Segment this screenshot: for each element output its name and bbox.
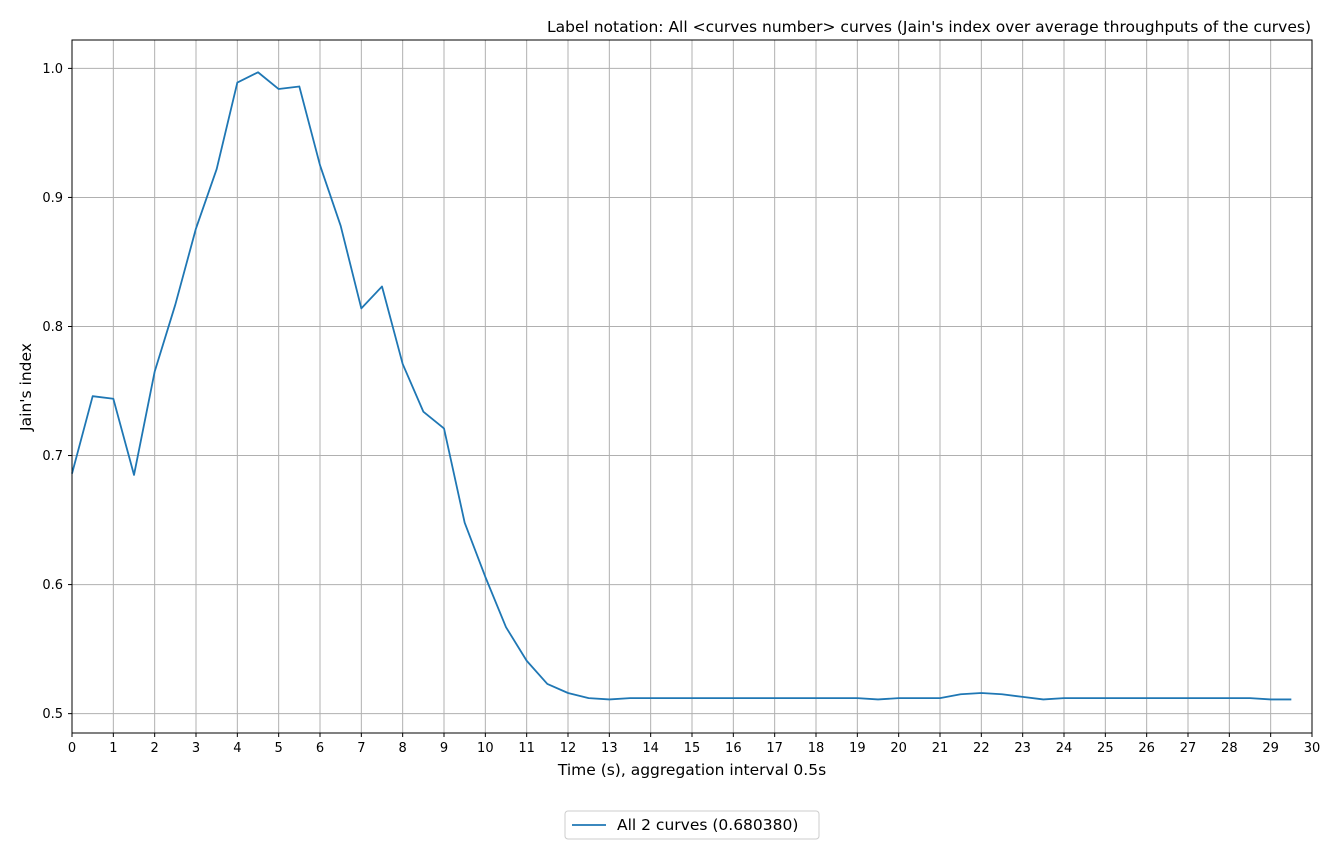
x-tick-label: 21 (932, 741, 949, 756)
x-tick-label: 23 (1014, 741, 1031, 756)
x-tick-label: 7 (357, 741, 365, 756)
x-tick-label: 5 (275, 741, 283, 756)
chart-title: Label notation: All <curves number> curv… (547, 18, 1311, 36)
x-tick-label: 10 (477, 741, 494, 756)
x-tick-label: 26 (1138, 741, 1155, 756)
y-tick-label: 0.7 (42, 449, 63, 464)
x-tick-label: 1 (109, 741, 117, 756)
y-tick-label: 0.6 (42, 578, 63, 593)
y-tick-label: 0.5 (42, 707, 63, 722)
legend-box (564, 810, 820, 840)
x-tick-label: 27 (1180, 741, 1197, 756)
x-tick-label: 14 (642, 741, 659, 756)
x-tick-label: 20 (890, 741, 907, 756)
legend: All 2 curves (0.680380) (564, 810, 820, 840)
x-tick-label: 30 (1304, 741, 1321, 756)
x-tick-label: 15 (684, 741, 701, 756)
x-tick-label: 9 (440, 741, 448, 756)
x-axis: 0 1 2 3 4 5 6 7 8 9 10 11 12 13 14 15 16 17 18 19 20 21 22 23 24… (68, 733, 1320, 756)
x-tick-label: 8 (399, 741, 407, 756)
x-tick-label: 3 (192, 741, 200, 756)
x-tick-label: 2 (151, 741, 159, 756)
x-tick-label: 4 (233, 741, 241, 756)
y-tick-label: 1.0 (42, 62, 63, 77)
grid-lines (71, 40, 1313, 733)
x-tick-label: 25 (1097, 741, 1114, 756)
x-tick-label: 18 (808, 741, 825, 756)
x-tick-label: 22 (973, 741, 990, 756)
x-tick-label: 6 (316, 741, 324, 756)
x-tick-label: 29 (1262, 741, 1279, 756)
x-axis-label: Time (s), aggregation interval 0.5s (557, 761, 826, 779)
x-tick-label: 28 (1221, 741, 1238, 756)
y-axis: 0.5 0.6 0.7 0.8 0.9 1.0 (42, 62, 72, 722)
x-tick-label: 16 (725, 741, 742, 756)
x-tick-label: 17 (766, 741, 783, 756)
x-tick-label: 19 (849, 741, 866, 756)
x-tick-label: 13 (601, 741, 618, 756)
y-axis-label: Jain's index (17, 343, 35, 432)
y-tick-label: 0.8 (42, 320, 63, 335)
x-tick-label: 24 (1056, 741, 1073, 756)
x-tick-label: 11 (518, 741, 535, 756)
legend-entry-label: All 2 curves (0.680380) (617, 816, 798, 834)
x-tick-label: 12 (560, 741, 577, 756)
series-line-all-2-curves (71, 71, 1292, 701)
x-tick-label: 0 (68, 741, 76, 756)
y-tick-label: 0.9 (42, 191, 63, 206)
